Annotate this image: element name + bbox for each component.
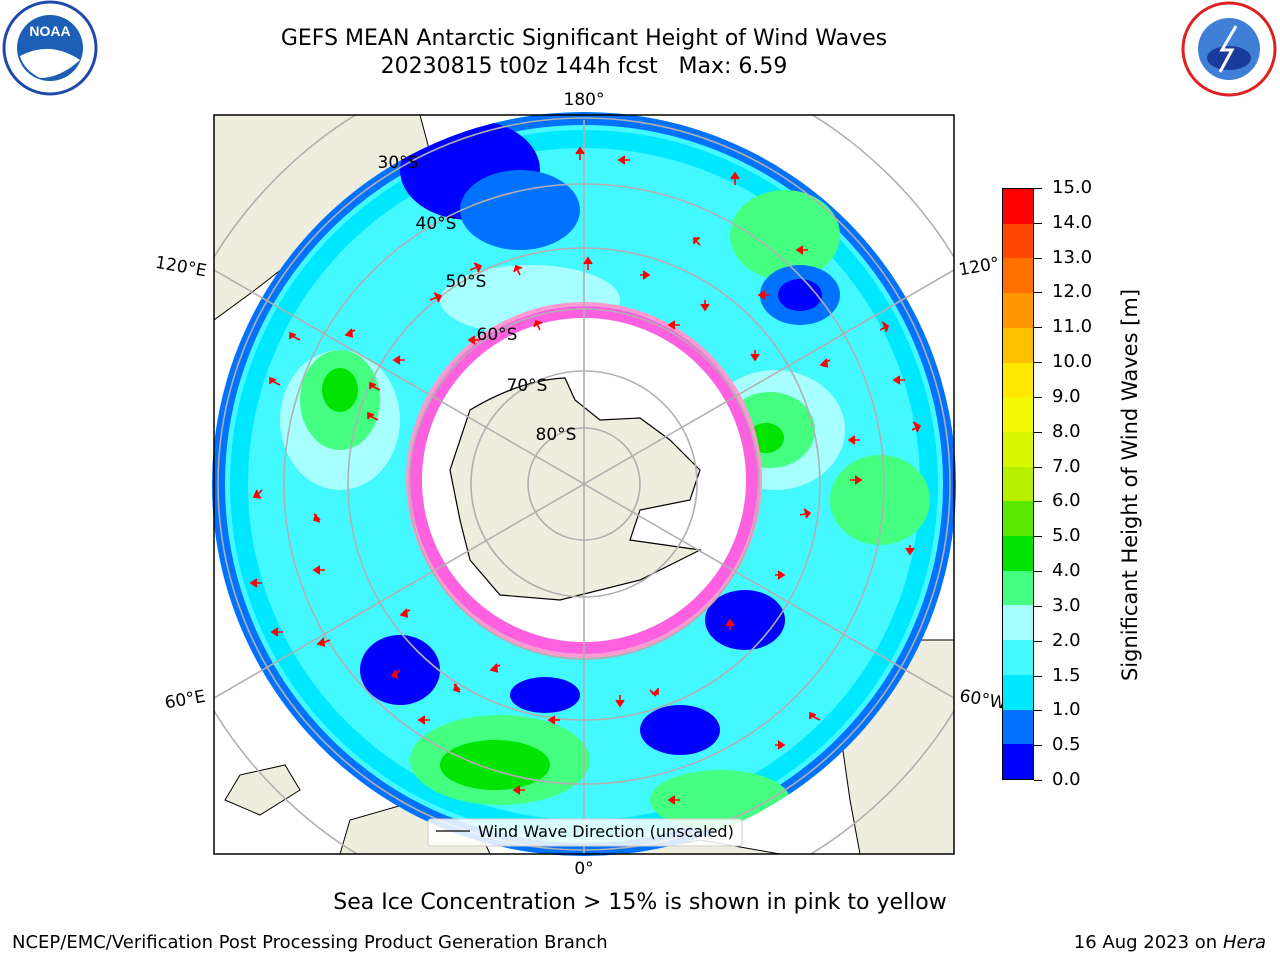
colorbar-segment xyxy=(1003,466,1033,502)
colorbar-tick-label: 12.0 xyxy=(1052,281,1093,303)
colorbar-tick xyxy=(1034,571,1042,573)
colorbar-segment xyxy=(1003,501,1033,537)
legend-label: Wind Wave Direction (unscaled) xyxy=(478,822,734,841)
colorbar-segment xyxy=(1003,431,1033,467)
colorbar-segment xyxy=(1003,223,1033,259)
colorbar-tick xyxy=(1034,292,1042,294)
lat-label-30s: 30°S xyxy=(378,153,419,173)
colorbar-tick xyxy=(1034,640,1042,642)
colorbar-tick-label: 9.0 xyxy=(1052,385,1081,407)
colorbar-tick xyxy=(1034,466,1042,468)
colorbar-tick xyxy=(1034,362,1042,364)
colorbar-tick-label: 13.0 xyxy=(1052,246,1093,268)
colorbar-segment xyxy=(1003,605,1033,641)
title-line-2: 20230815 t00z 144h fcst Max: 6.59 xyxy=(380,54,788,79)
colorbar-tick-label: 1.0 xyxy=(1052,699,1081,721)
colorbar-tick-label: 4.0 xyxy=(1052,560,1081,582)
lon-label-left-upper: 120°E xyxy=(154,253,208,282)
colorbar-tick-label: 3.0 xyxy=(1052,594,1081,616)
colorbar-segment xyxy=(1003,293,1033,328)
colorbar-tick xyxy=(1034,745,1042,747)
footer-machine: Hera xyxy=(1222,932,1266,953)
colorbar-tick xyxy=(1034,257,1042,259)
madagascar-land xyxy=(224,764,301,816)
lon-label-bottom: 0° xyxy=(574,859,593,879)
colorbar-tick-label: 7.0 xyxy=(1052,455,1081,477)
colorbar-segment xyxy=(1003,674,1033,710)
colorbar-segment xyxy=(1003,744,1033,779)
colorbar-tick-label: 6.0 xyxy=(1052,490,1081,512)
graticule xyxy=(214,115,954,854)
colorbar xyxy=(1002,188,1034,780)
colorbar-tick xyxy=(1034,501,1042,503)
colorbar-tick-label: 0.5 xyxy=(1052,734,1081,756)
colorbar-tick xyxy=(1034,675,1042,677)
colorbar-segment xyxy=(1003,258,1033,294)
title-line-1: GEFS MEAN Antarctic Significant Height o… xyxy=(280,26,888,51)
sea-ice-note: Sea Ice Concentration > 15% is shown in … xyxy=(333,890,947,915)
nws-logo xyxy=(1181,1,1277,97)
lat-label-40s: 40°S xyxy=(416,214,457,234)
svg-text:NOAA: NOAA xyxy=(29,23,70,39)
wind-arrows xyxy=(249,146,922,805)
colorbar-tick xyxy=(1034,605,1042,607)
lon-label-left-lower: 60°E xyxy=(163,687,207,714)
colorbar-tick-label: 11.0 xyxy=(1052,316,1093,338)
footer-date: 16 Aug 2023 on Hera xyxy=(1074,932,1266,953)
colorbar-tick xyxy=(1034,536,1042,538)
colorbar-segment xyxy=(1003,536,1033,571)
colorbar-tick-label: 15.0 xyxy=(1052,177,1093,198)
lon-label-right-lower: 60°W xyxy=(958,686,1008,714)
colorbar-segment xyxy=(1003,709,1033,745)
lat-label-70s: 70°S xyxy=(507,376,548,396)
footer-date-text: 16 Aug 2023 on xyxy=(1073,932,1218,953)
lon-label-right-upper: 120° xyxy=(957,254,1001,281)
colorbar-tick xyxy=(1034,188,1042,189)
lat-label-60s: 60°S xyxy=(477,325,518,345)
colorbar-tick xyxy=(1034,431,1042,433)
colorbar-tick xyxy=(1034,222,1042,224)
colorbar-tick xyxy=(1034,780,1042,781)
colorbar-segment xyxy=(1003,570,1033,606)
lat-label-80s: 80°S xyxy=(536,425,577,445)
colorbar-tick xyxy=(1034,327,1042,329)
colorbar-segment xyxy=(1003,327,1033,363)
colorbar-segment xyxy=(1003,362,1033,398)
colorbar-tick-label: 2.0 xyxy=(1052,629,1081,651)
footer-credit: NCEP/EMC/Verification Post Processing Pr… xyxy=(12,932,608,953)
colorbar-segment xyxy=(1003,189,1033,224)
map-legend: Wind Wave Direction (unscaled) xyxy=(427,818,743,847)
lon-label-top: 180° xyxy=(564,90,605,110)
colorbar-tick xyxy=(1034,396,1042,398)
colorbar-tick-label: 0.0 xyxy=(1052,769,1081,790)
colorbar-tick-label: 14.0 xyxy=(1052,211,1093,233)
colorbar-tick-label: 1.5 xyxy=(1052,664,1081,686)
colorbar-tick-label: 5.0 xyxy=(1052,525,1081,547)
colorbar-tick xyxy=(1034,710,1042,712)
noaa-logo: NOAA xyxy=(2,0,98,96)
colorbar-tick-label: 8.0 xyxy=(1052,420,1081,442)
lat-label-50s: 50°S xyxy=(446,272,487,292)
colorbar-segment xyxy=(1003,640,1033,675)
colorbar-label: Significant Height of Wind Waves [m] xyxy=(1118,288,1142,682)
colorbar-tick-label: 10.0 xyxy=(1052,351,1093,373)
colorbar-segment xyxy=(1003,397,1033,432)
